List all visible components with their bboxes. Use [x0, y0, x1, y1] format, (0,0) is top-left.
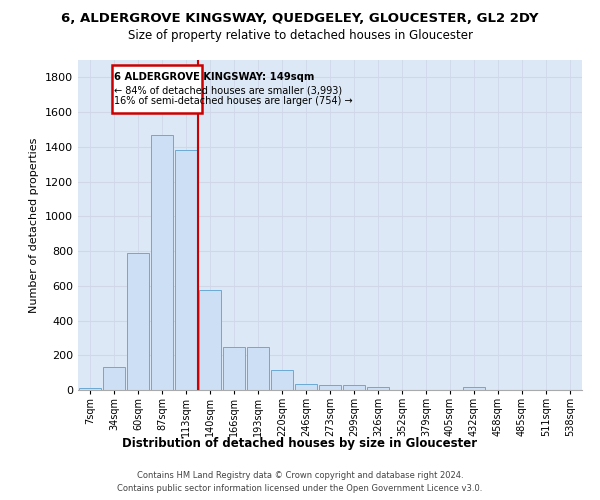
- Bar: [151, 134, 173, 390]
- Text: Size of property relative to detached houses in Gloucester: Size of property relative to detached ho…: [128, 29, 473, 42]
- Bar: [103, 368, 125, 390]
- Text: ← 84% of detached houses are smaller (3,993): ← 84% of detached houses are smaller (3,…: [115, 85, 343, 95]
- FancyBboxPatch shape: [112, 65, 202, 113]
- Bar: [319, 385, 341, 390]
- Bar: [367, 387, 389, 390]
- Bar: [271, 370, 293, 390]
- Bar: [463, 387, 485, 390]
- Text: Distribution of detached houses by size in Gloucester: Distribution of detached houses by size …: [122, 438, 478, 450]
- Bar: [343, 385, 365, 390]
- Bar: [79, 388, 101, 390]
- Bar: [127, 253, 149, 390]
- Bar: [223, 346, 245, 390]
- Text: Contains HM Land Registry data © Crown copyright and database right 2024.: Contains HM Land Registry data © Crown c…: [137, 471, 463, 480]
- Y-axis label: Number of detached properties: Number of detached properties: [29, 138, 40, 312]
- Bar: [295, 384, 317, 390]
- Bar: [247, 346, 269, 390]
- Text: 6, ALDERGROVE KINGSWAY, QUEDGELEY, GLOUCESTER, GL2 2DY: 6, ALDERGROVE KINGSWAY, QUEDGELEY, GLOUC…: [61, 12, 539, 26]
- Bar: [175, 150, 197, 390]
- Text: Contains public sector information licensed under the Open Government Licence v3: Contains public sector information licen…: [118, 484, 482, 493]
- Text: 16% of semi-detached houses are larger (754) →: 16% of semi-detached houses are larger (…: [115, 96, 353, 106]
- Bar: [199, 290, 221, 390]
- Text: 6 ALDERGROVE KINGSWAY: 149sqm: 6 ALDERGROVE KINGSWAY: 149sqm: [115, 72, 315, 82]
